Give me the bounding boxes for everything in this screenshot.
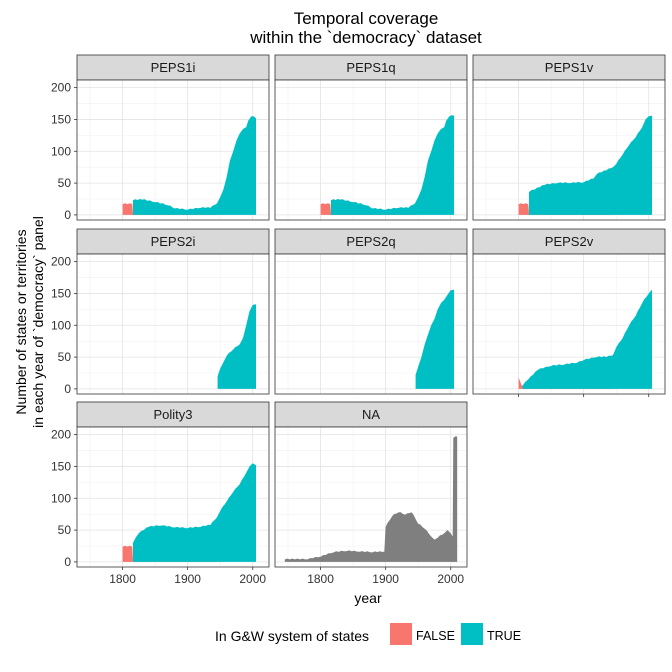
area-peps2q-true — [415, 289, 454, 389]
legend-key-true — [461, 623, 483, 645]
panel-border-peps1v — [472, 79, 666, 221]
y-tick-label: 100 — [51, 318, 71, 332]
legend-key-false — [390, 623, 412, 645]
x-tick-label: 1800 — [307, 572, 334, 586]
facet-strip-peps1i — [76, 54, 270, 81]
facet-strip-peps2i — [76, 228, 270, 255]
y-tick-label: 50 — [58, 523, 72, 537]
facet-strip-label-peps2i: PEPS2i — [151, 234, 196, 249]
y-tick-label: 50 — [58, 350, 72, 364]
x-tick-label: 1800 — [109, 572, 136, 586]
area-polity3-true — [133, 463, 256, 562]
panel-border-peps2v — [472, 253, 666, 395]
x-tick-label: 2000 — [437, 572, 464, 586]
area-peps1i-true — [133, 116, 256, 215]
y-axis-title-line-2: in each year of `democracy` panel — [30, 216, 46, 428]
panel-border-polity3 — [76, 426, 270, 568]
area-peps2v-true — [522, 289, 652, 389]
panel-border-peps2i — [76, 253, 270, 395]
facet-strip-peps1v — [472, 54, 666, 81]
facet-peps1i: PEPS1i 0 50 100 150 200 — [51, 54, 270, 222]
legend-item-true: TRUE — [461, 623, 521, 645]
panel-border-peps1i — [76, 79, 270, 221]
panel-border-na — [274, 426, 468, 568]
facet-strip-label-na: NA — [362, 407, 380, 422]
facet-strip-peps2q — [274, 228, 468, 255]
area-peps1q-false — [320, 203, 416, 215]
legend-item-false: FALSE — [390, 623, 455, 645]
y-tick-label: 150 — [51, 286, 71, 300]
area-peps1q-true — [331, 115, 454, 215]
y-tick-label: 0 — [64, 208, 71, 222]
y-tick-label: 0 — [64, 382, 71, 396]
y-tick-label: 100 — [51, 144, 71, 158]
facet-strip-polity3 — [76, 401, 270, 428]
y-tick-label: 200 — [51, 428, 71, 442]
y-tick-label: 200 — [51, 255, 71, 269]
facet-peps2i: PEPS2i 0 50 100 150 200 — [51, 228, 270, 396]
legend-title: In G&W system of states — [215, 628, 369, 644]
facet-strip-label-peps1q: PEPS1q — [346, 60, 395, 75]
chart-title-line-1: Temporal coverage — [294, 9, 439, 28]
facet-peps1q: PEPS1q — [274, 54, 468, 221]
facet-strip-label-peps2q: PEPS2q — [346, 234, 395, 249]
legend-label-true: TRUE — [487, 629, 521, 643]
x-tick-label: 2000 — [239, 572, 266, 586]
y-axis-title-line-1: Number of states or territories — [13, 229, 29, 414]
area-peps2i-true — [217, 304, 256, 389]
y-tick-label: 150 — [51, 112, 71, 126]
facet-strip-label-peps1i: PEPS1i — [151, 60, 196, 75]
facet-strip-peps2v — [472, 228, 666, 255]
facet-panels: PEPS1i 0 50 100 150 200 PEPS1q PEPS1v PEPS2i 0 50 1… — [51, 54, 666, 586]
y-tick-label: 200 — [51, 81, 71, 95]
panel-border-peps1q — [274, 79, 468, 221]
facet-strip-label-peps1v: PEPS1v — [545, 60, 594, 75]
facet-peps1v: PEPS1v — [472, 54, 666, 221]
panel-border-peps2q — [274, 253, 468, 395]
facet-strip-label-polity3: Polity3 — [153, 407, 192, 422]
area-na-na — [284, 436, 458, 562]
facet-strip-peps1q — [274, 54, 468, 81]
y-tick-label: 150 — [51, 459, 71, 473]
facet-polity3: Polity3 0 50 100 150 200 1800 1900 2000 — [51, 401, 270, 586]
area-peps1v-true — [529, 115, 652, 215]
area-peps1i-false — [122, 203, 218, 215]
x-axis-title: year — [354, 590, 382, 606]
facet-strip-label-peps2v: PEPS2v — [545, 234, 594, 249]
x-tick-label: 1900 — [372, 572, 399, 586]
legend: In G&W system of states FALSE TRUE — [215, 623, 521, 645]
y-tick-label: 50 — [58, 176, 72, 190]
facet-peps2q: PEPS2q — [274, 228, 468, 395]
facet-peps2v: PEPS2v — [472, 228, 666, 397]
facet-na: NA 1800 1900 2000 — [274, 401, 468, 586]
y-tick-label: 100 — [51, 491, 71, 505]
legend-label-false: FALSE — [416, 629, 455, 643]
chart-title-line-2: within the `democracy` dataset — [249, 28, 482, 47]
y-tick-label: 0 — [64, 555, 71, 569]
x-tick-label: 1900 — [174, 572, 201, 586]
